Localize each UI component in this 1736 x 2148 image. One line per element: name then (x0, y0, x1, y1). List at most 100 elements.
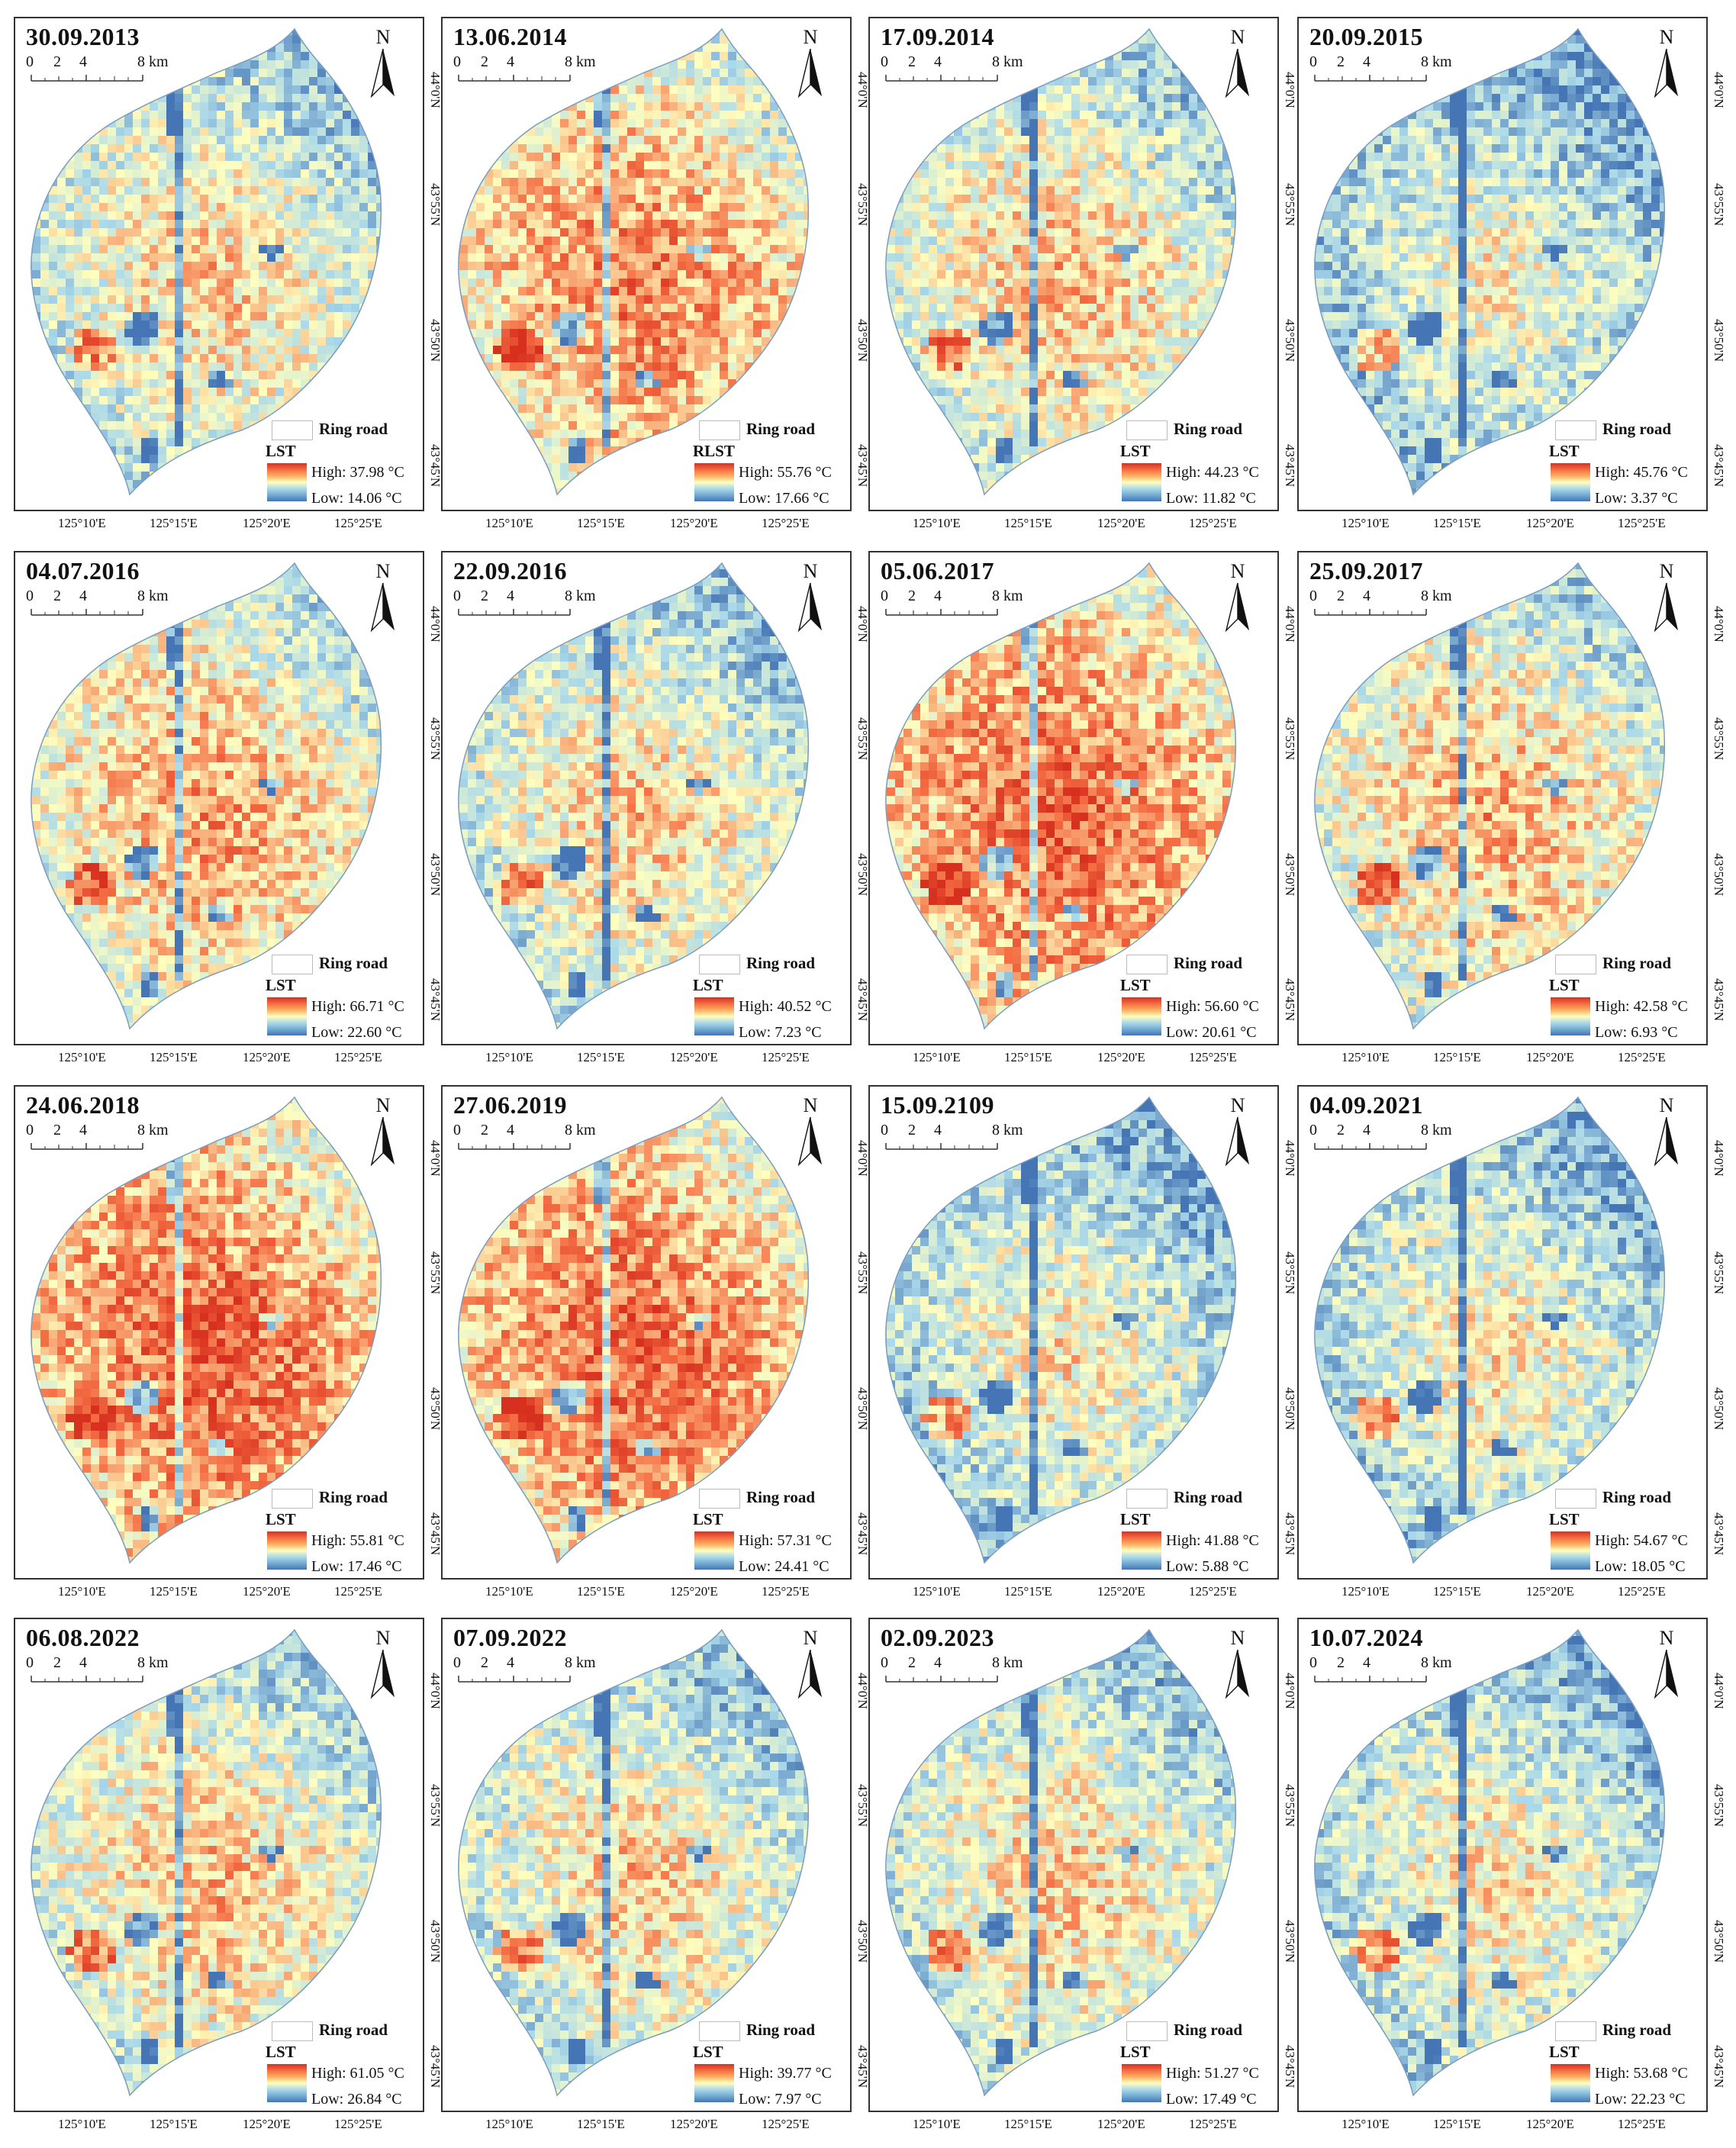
scale-bar (885, 609, 998, 616)
legend-high: High: 61.05 °C (311, 2065, 404, 2082)
longitude-labels: 125°10'E 125°15'E 125°20'E 125°25'E (868, 1050, 1279, 1068)
scale-label-4: 4 (507, 588, 514, 605)
scale-bar (1314, 609, 1427, 616)
scale-label-2: 2 (908, 1654, 916, 1672)
ring-road-swatch (699, 955, 740, 974)
ring-road-swatch (699, 2021, 740, 2041)
legend-gradient (1122, 463, 1161, 501)
north-label: N (794, 1094, 827, 1117)
latitude-label: 43°45'N (427, 1512, 443, 1555)
ring-road-swatch (1555, 955, 1596, 974)
longitude-label: 125°25'E (334, 2117, 382, 2132)
ring-road-label: Ring road (319, 420, 388, 439)
longitude-label: 125°25'E (1618, 2117, 1666, 2132)
legend-high: High: 42.58 °C (1595, 998, 1688, 1016)
longitude-label: 125°25'E (334, 1584, 382, 1599)
scale-label-8: 8 km (137, 53, 169, 71)
legend-low: Low: 20.61 °C (1166, 1024, 1257, 1042)
scale-label-2: 2 (908, 1122, 916, 1139)
scale-label-0: 0 (26, 1122, 34, 1139)
latitude-label: 43°50'N (855, 319, 870, 362)
latitude-labels: 44°0'N 43°55'N 43°50'N 43°45'N (1280, 1085, 1299, 1580)
ring-road-swatch (699, 1489, 740, 1509)
longitude-label: 125°20'E (243, 1050, 291, 1065)
legend-gradient (1551, 1531, 1590, 1570)
ring-road-outline (1314, 1096, 1666, 1564)
north-arrow: N (1221, 1627, 1254, 1700)
latitude-label: 43°50'N (1711, 1920, 1726, 1963)
ring-road-swatch (1126, 420, 1168, 440)
map-frame: 13.06.2014 0 2 4 8 km N (441, 17, 852, 511)
longitude-label: 125°15'E (577, 2117, 625, 2132)
ring-road-outline (885, 1628, 1237, 2097)
scale-label-0: 0 (1309, 1654, 1317, 1672)
north-arrow-icon (797, 1117, 823, 1167)
latitude-label: 44°0'N (855, 606, 870, 642)
legend-high: High: 56.60 °C (1166, 998, 1259, 1016)
scale-label-4: 4 (79, 1122, 87, 1139)
latitude-label: 43°50'N (1711, 319, 1726, 362)
longitude-label: 125°10'E (913, 2117, 961, 2132)
longitude-labels: 125°10'E 125°15'E 125°20'E 125°25'E (868, 1584, 1279, 1602)
longitude-label: 125°20'E (243, 1584, 291, 1599)
longitude-label: 125°10'E (58, 1584, 106, 1599)
north-arrow: N (794, 26, 827, 99)
latitude-label: 43°55'N (1282, 183, 1297, 226)
latitude-label: 43°50'N (855, 853, 870, 896)
legend-low: Low: 17.49 °C (1166, 2091, 1257, 2108)
longitude-label: 125°20'E (1526, 1050, 1574, 1065)
longitude-label: 125°25'E (334, 516, 382, 531)
panel-date: 06.08.2022 (26, 1624, 140, 1652)
ring-road-label: Ring road (319, 2021, 388, 2040)
latitude-label: 43°45'N (1711, 2045, 1726, 2088)
scale-label-0: 0 (1309, 1122, 1317, 1139)
latitude-label: 43°45'N (427, 978, 443, 1021)
longitude-label: 125°15'E (1004, 516, 1052, 531)
legend-high: High: 41.88 °C (1166, 1532, 1259, 1550)
map-frame: 27.06.2019 0 2 4 8 km N (441, 1085, 852, 1580)
longitude-label: 125°10'E (485, 1050, 533, 1065)
north-arrow: N (366, 560, 400, 633)
scale-label-8: 8 km (565, 1654, 596, 1672)
legend-gradient (1122, 997, 1161, 1035)
legend-title: LST (266, 976, 296, 995)
latitude-labels: 44°0'N 43°55'N 43°50'N 43°45'N (1709, 17, 1728, 511)
north-label: N (794, 26, 827, 49)
ring-road-label: Ring road (1602, 1488, 1671, 1507)
legend-title: LST (693, 976, 723, 995)
panel-date: 17.09.2014 (881, 23, 994, 51)
longitude-label: 125°10'E (485, 1584, 533, 1599)
ring-road-swatch (699, 420, 740, 440)
ring-road-swatch (272, 1489, 313, 1509)
legend-title: LST (266, 442, 296, 461)
longitude-label: 125°10'E (1341, 1050, 1390, 1065)
latitude-label: 43°45'N (855, 444, 870, 487)
legend-low: Low: 22.60 °C (311, 1024, 402, 1042)
ring-road-outline (458, 1628, 810, 2097)
ring-road-outline (458, 27, 810, 496)
scale-label-8: 8 km (1421, 1654, 1452, 1672)
scale-bar (31, 75, 143, 82)
north-arrow: N (1650, 26, 1683, 99)
longitude-label: 125°25'E (1189, 1584, 1237, 1599)
longitude-label: 125°20'E (1097, 2117, 1145, 2132)
longitude-label: 125°15'E (1004, 2117, 1052, 2132)
legend-title: LST (1120, 442, 1151, 461)
north-arrow: N (1650, 560, 1683, 633)
legend-gradient (1122, 1531, 1161, 1570)
legend-gradient (1551, 997, 1590, 1035)
longitude-label: 125°20'E (1097, 1050, 1145, 1065)
panel-date: 27.06.2019 (453, 1091, 567, 1119)
scale-label-0: 0 (26, 53, 34, 71)
legend-title: LST (1549, 1510, 1580, 1529)
latitude-label: 43°55'N (1711, 1784, 1726, 1827)
latitude-label: 43°55'N (1282, 1251, 1297, 1294)
north-arrow-icon (797, 1650, 823, 1699)
scale-label-0: 0 (1309, 53, 1317, 71)
scale-label-8: 8 km (565, 53, 596, 71)
scale-label-2: 2 (1337, 1122, 1345, 1139)
legend-low: Low: 17.66 °C (739, 490, 829, 507)
ring-road-outline (31, 1628, 382, 2097)
map-frame: 10.07.2024 0 2 4 8 km N (1297, 1618, 1708, 2112)
latitude-label: 44°0'N (855, 1673, 870, 1709)
